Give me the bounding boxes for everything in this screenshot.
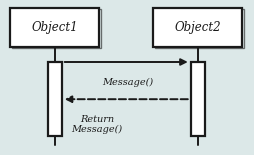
Bar	[48, 62, 62, 136]
Text: Object1: Object1	[31, 21, 78, 34]
Bar	[152, 8, 241, 46]
Bar	[190, 62, 204, 136]
Bar	[10, 8, 99, 46]
Text: Message(): Message()	[102, 78, 152, 87]
Text: Object2: Object2	[174, 21, 220, 34]
Text: Return
Message(): Return Message()	[71, 115, 122, 134]
Bar	[12, 9, 101, 48]
Bar	[154, 9, 243, 48]
